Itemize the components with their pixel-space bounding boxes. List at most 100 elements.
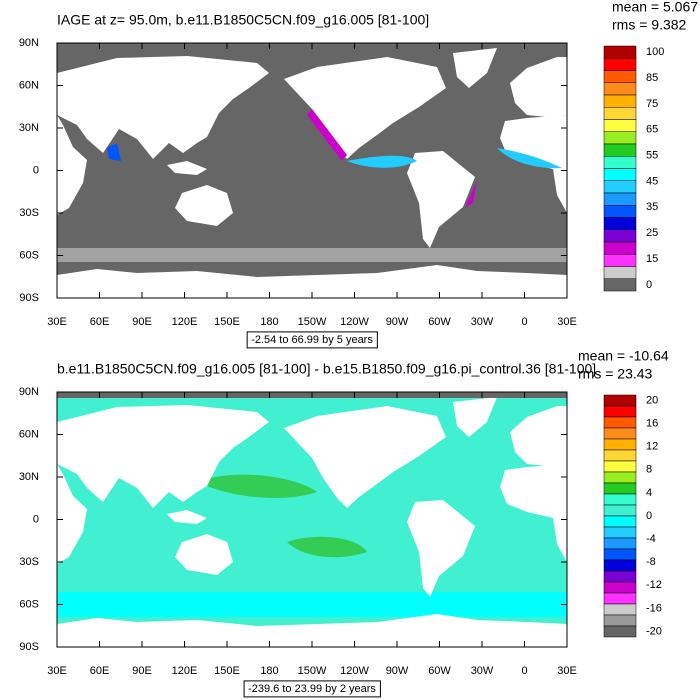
- x-tick-label: 60W: [428, 665, 451, 677]
- colorbar-label: 45: [646, 175, 658, 187]
- y-tick-label: 30N: [19, 471, 39, 483]
- colorbar-box: [603, 416, 637, 429]
- rms-stat: rms = 9.382: [612, 17, 687, 33]
- x-tick-label: 60W: [428, 316, 451, 328]
- caption: -2.54 to 66.99 by 5 years: [251, 334, 373, 346]
- colorbar-label: 15: [646, 253, 658, 265]
- x-tick-label: 30W: [471, 316, 494, 328]
- colorbar-label: 8: [646, 464, 652, 476]
- x-tick-label: 150E: [214, 316, 240, 328]
- colorbar-box: [603, 394, 637, 407]
- colorbar-label: 85: [646, 72, 658, 84]
- x-tick-label: 90E: [132, 316, 152, 328]
- anomaly: [465, 181, 477, 207]
- x-tick-label: 120E: [172, 316, 198, 328]
- x-tick-label: 90E: [132, 665, 152, 677]
- colorbar-label: 55: [646, 149, 658, 161]
- x-tick-label: 150W: [298, 316, 327, 328]
- colorbar-box: [603, 526, 637, 539]
- colorbar-box: [603, 427, 637, 440]
- colorbar-box: [603, 603, 637, 616]
- anomaly: [57, 592, 567, 617]
- colorbar-label: -12: [646, 579, 662, 591]
- colorbar-box: [603, 438, 637, 451]
- colorbar-label: 4: [646, 487, 652, 499]
- anomaly: [497, 148, 562, 169]
- ice: [57, 248, 567, 262]
- colorbar-box: [603, 58, 637, 71]
- x-tick-label: 180: [260, 316, 278, 328]
- x-tick-label: 150W: [298, 665, 327, 677]
- colorbar-label: -20: [646, 625, 662, 637]
- y-tick-label: 60S: [19, 249, 39, 261]
- colorbar-label: 20: [646, 394, 658, 406]
- colorbar-box: [603, 515, 637, 528]
- colorbar-box: [603, 70, 637, 83]
- colorbar-box: [603, 592, 637, 605]
- y-tick-label: 90N: [19, 37, 39, 49]
- colorbar-box: [603, 460, 637, 473]
- map-1: [56, 42, 568, 299]
- colorbar-box: [603, 241, 637, 255]
- x-tick-label: 120E: [172, 665, 198, 677]
- colorbar-label: -4: [646, 533, 656, 545]
- x-tick-label: 30W: [471, 665, 494, 677]
- anomaly: [287, 536, 367, 558]
- map-2: [56, 391, 568, 648]
- x-tick-label: 0: [521, 665, 527, 677]
- anomaly: [197, 474, 317, 498]
- panel-title: b.e11.B1850C5CN.f09_g16.005 [81-100] - b…: [57, 361, 596, 377]
- y-tick-label: 60N: [19, 79, 39, 91]
- colorbar-label: -8: [646, 556, 656, 568]
- x-tick-label: 90W: [386, 316, 409, 328]
- colorbar-box: [603, 449, 637, 462]
- y-tick-label: 90N: [19, 386, 39, 398]
- colorbar-box: [603, 471, 637, 484]
- colorbar-label: -16: [646, 602, 662, 614]
- colorbar-label: 65: [646, 124, 658, 136]
- x-tick-label: 30E: [47, 316, 67, 328]
- x-tick-label: 30E: [47, 665, 67, 677]
- colorbar-box: [603, 570, 637, 583]
- y-tick-label: 30N: [19, 122, 39, 134]
- colorbar-box: [603, 94, 637, 108]
- x-tick-label: 30E: [557, 665, 577, 677]
- colorbar-box: [603, 217, 637, 230]
- colorbar-box: [603, 131, 637, 145]
- colorbar-box: [603, 504, 637, 517]
- x-tick-label: 90W: [386, 665, 409, 677]
- colorbar-label: 25: [646, 227, 658, 239]
- colorbar-label: 100: [646, 46, 664, 58]
- colorbar-box: [603, 168, 637, 181]
- mean-stat: mean = 5.067: [612, 0, 698, 15]
- colorbar-box: [603, 625, 637, 638]
- panel-title: IAGE at z= 95.0m, b.e11.B1850C5CN.f09_g1…: [57, 12, 429, 28]
- colorbar-box: [603, 548, 637, 561]
- colorbar-box: [603, 278, 637, 292]
- anomaly: [347, 155, 417, 168]
- colorbar-box: [603, 581, 637, 594]
- y-tick-label: 60S: [19, 598, 39, 610]
- colorbar-box: [603, 45, 637, 59]
- colorbar-box: [603, 559, 637, 572]
- colorbar-box: [603, 180, 637, 194]
- colorbar-box: [603, 229, 637, 243]
- colorbar-box: [603, 192, 637, 206]
- x-tick-label: 30E: [557, 316, 577, 328]
- colorbar-label: 35: [646, 201, 658, 213]
- x-tick-label: 60E: [90, 665, 110, 677]
- colorbar-label: 0: [646, 510, 652, 522]
- colorbar-box: [603, 537, 637, 550]
- colorbar-label: 75: [646, 98, 658, 110]
- colorbar-box: [603, 493, 637, 506]
- x-tick-label: 0: [521, 316, 527, 328]
- colorbar-label: 0: [646, 279, 652, 291]
- colorbar-box: [603, 107, 637, 120]
- y-tick-label: 90S: [19, 292, 39, 304]
- colorbar-box: [603, 82, 637, 96]
- colorbar-box: [603, 143, 637, 157]
- colorbar-box: [603, 405, 637, 418]
- colorbar-box: [603, 266, 637, 279]
- colorbar-box: [603, 254, 637, 267]
